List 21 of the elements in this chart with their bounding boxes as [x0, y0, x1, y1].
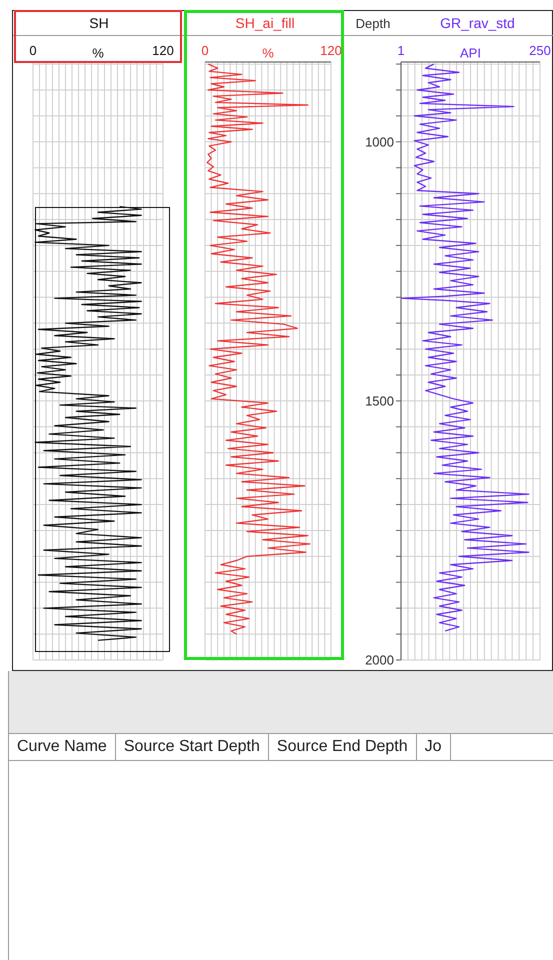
- chart-title: GR_rav_std: [439, 14, 516, 33]
- x-axis-title: %: [92, 46, 104, 61]
- line-series: [401, 63, 530, 632]
- x-tick-label: 0: [29, 43, 37, 58]
- text: Curve Name: [9, 734, 116, 760]
- y-tick-label: 2000: [365, 652, 394, 668]
- y-axis-title: Depth: [354, 14, 392, 33]
- y-tick-label: 1500: [365, 394, 394, 409]
- source-note: Source End Depth: [268, 734, 417, 760]
- x-tick-label: 120: [320, 43, 342, 58]
- text: Jo: [416, 734, 451, 760]
- x-tick-label: 1: [397, 43, 405, 58]
- x-axis-title: %: [262, 46, 274, 61]
- x-tick-label: 120: [152, 43, 174, 58]
- chart-title: SH_ai_fill: [185, 11, 345, 35]
- x-axis-title: API: [460, 46, 481, 61]
- x-tick-label: 0: [201, 43, 209, 58]
- source-note: Source Start Depth: [116, 734, 269, 760]
- y-tick-label: 1000: [365, 134, 394, 150]
- x-tick-label: 250: [529, 43, 551, 58]
- chart-title: SH: [13, 11, 185, 35]
